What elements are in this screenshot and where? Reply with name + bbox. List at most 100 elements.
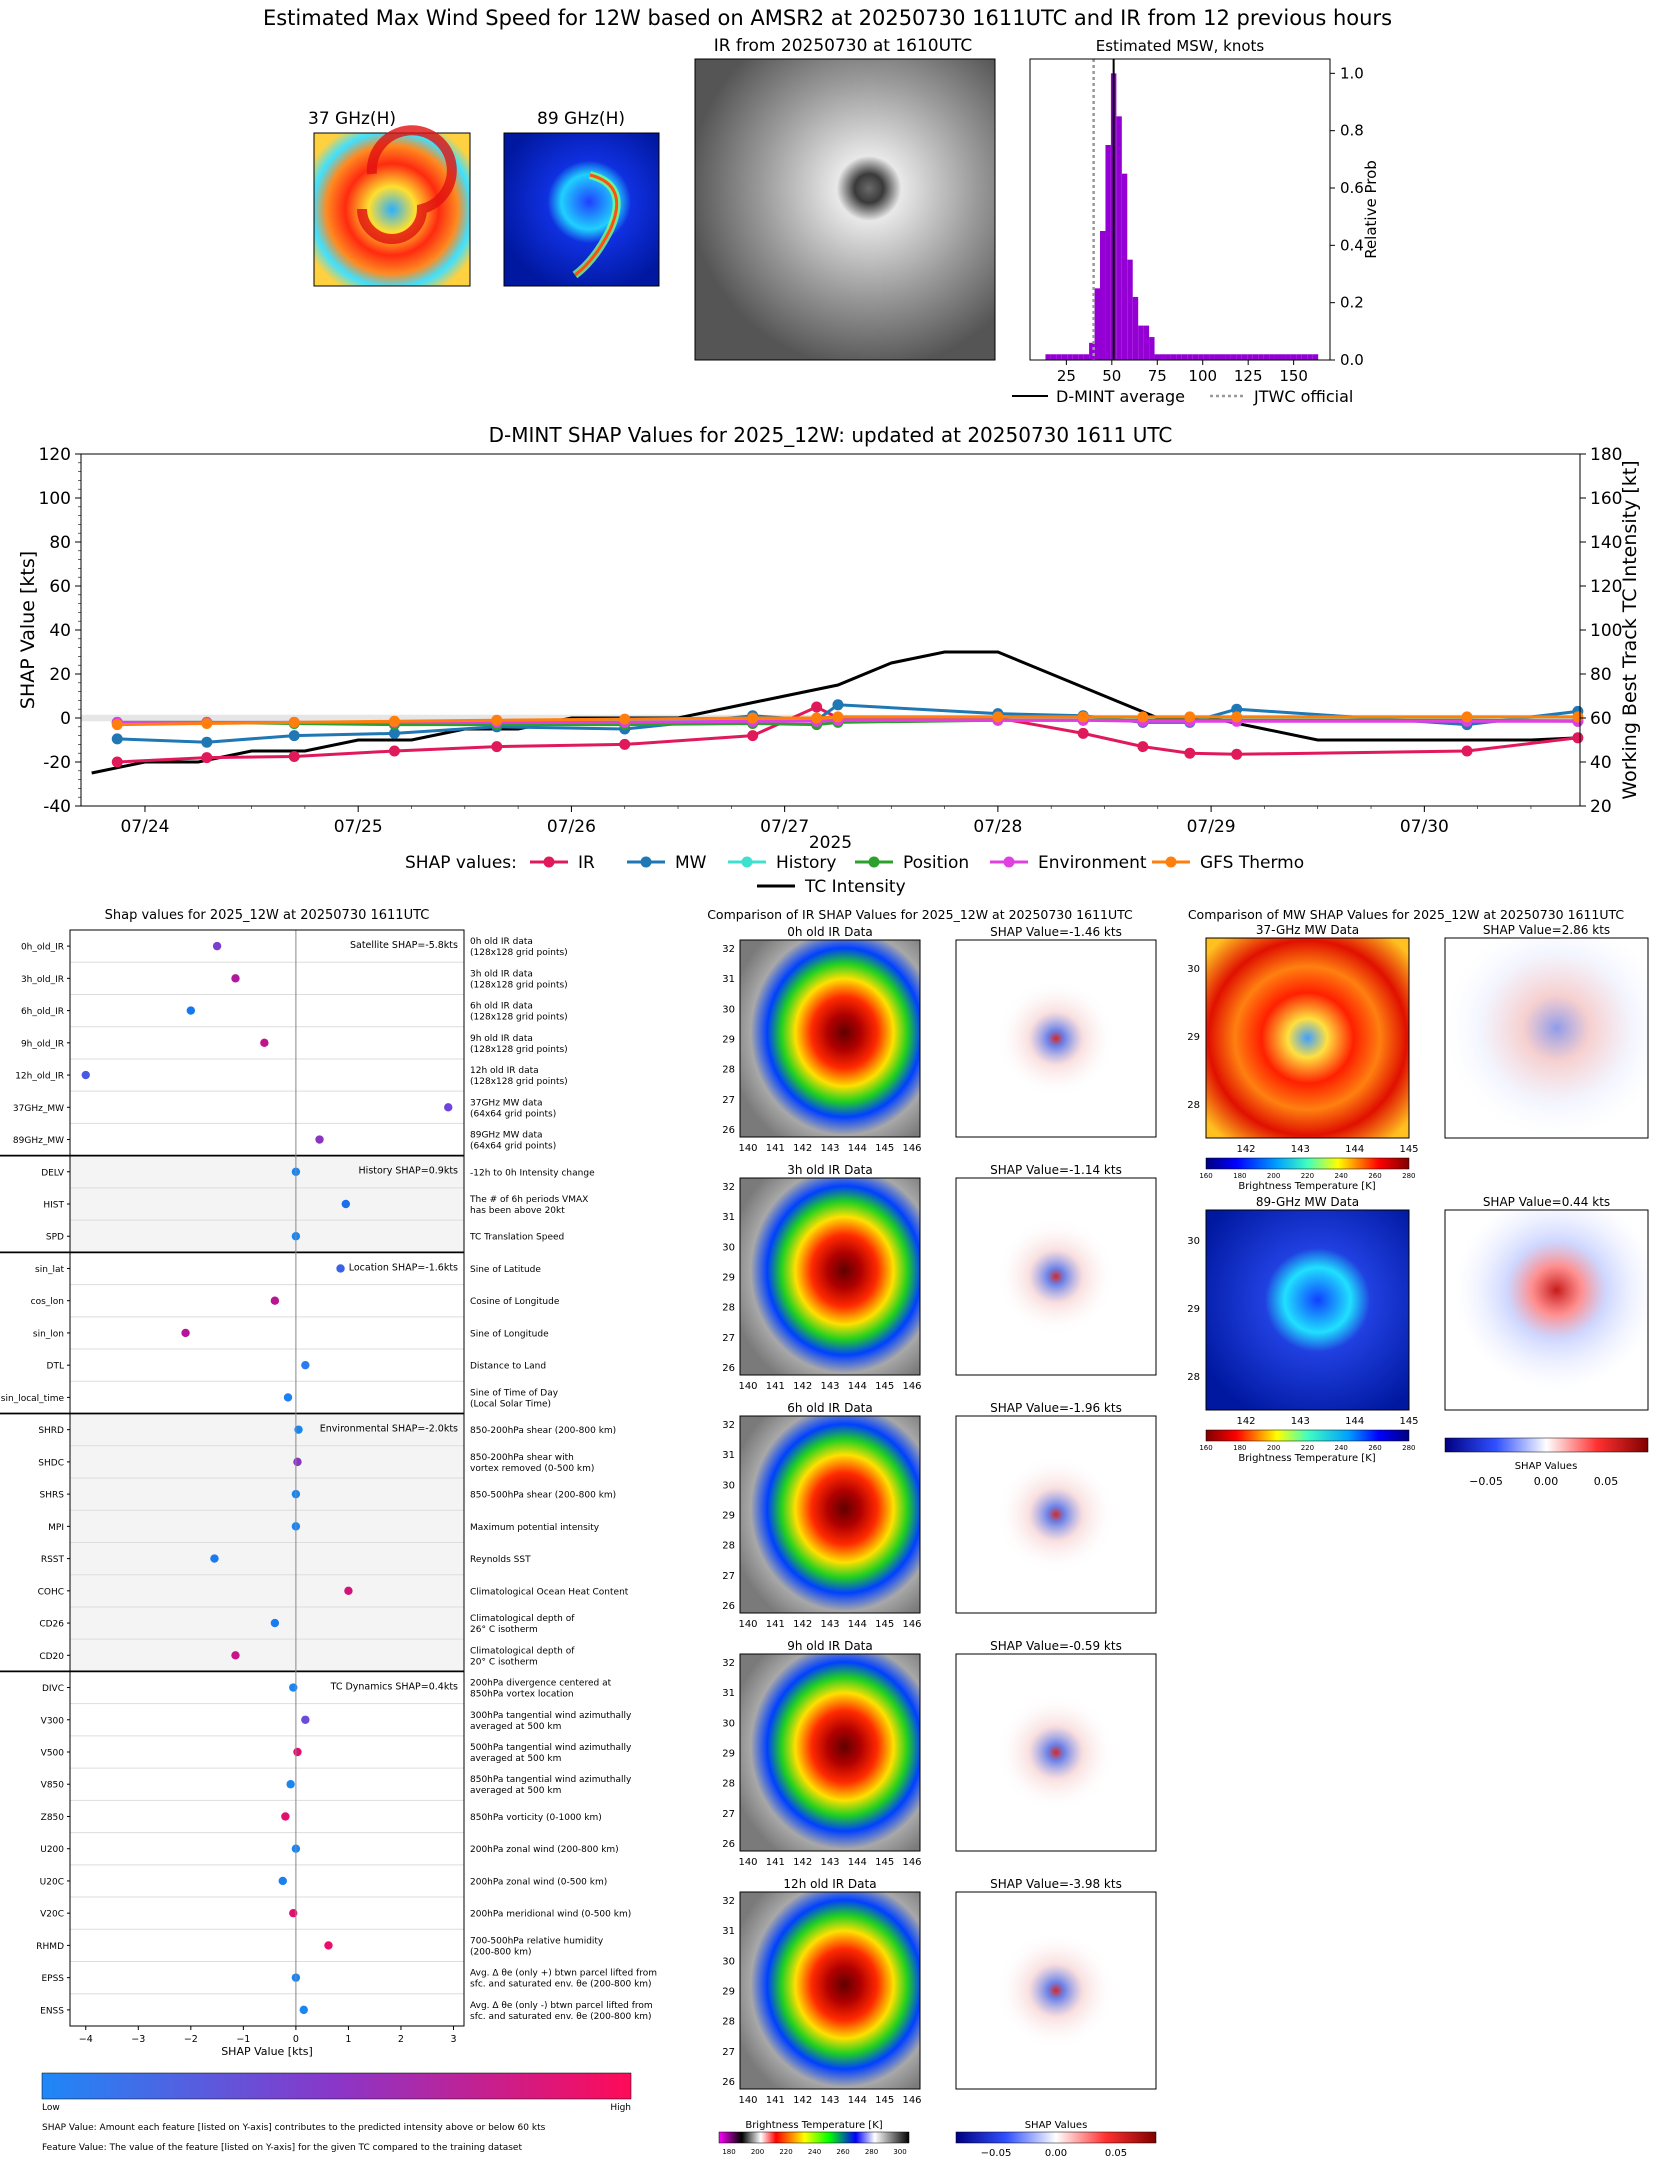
x-tick-label: 144 — [848, 2095, 867, 2106]
y-tick-label: 30 — [722, 1242, 735, 1253]
mw-compare-title: Comparison of MW SHAP Values for 2025_12… — [1188, 907, 1625, 922]
x-tick-label: 143 — [1291, 1416, 1310, 1427]
y-tick-label: 26 — [722, 1125, 735, 1136]
feature-description: Sine of Latitude — [470, 1265, 541, 1275]
y-tick-label: 31 — [722, 1688, 735, 1699]
y-tick-label: 40 — [49, 621, 71, 641]
legend-marker-position — [868, 856, 880, 868]
series-point-gfs — [491, 714, 503, 726]
legend-label-position: Position — [903, 853, 969, 873]
ir-row-title: 3h old IR Data — [787, 1163, 873, 1177]
cbar-bt-tick: 180 — [1233, 1444, 1246, 1452]
feature-description: (128x128 grid points) — [470, 1045, 568, 1055]
x-axis-label: 2025 — [809, 833, 852, 853]
y-tick-label: 27 — [722, 1809, 735, 1820]
y-tick-label: 28 — [1187, 1100, 1200, 1111]
y-tick-label: 29 — [722, 1035, 735, 1046]
feature-name: U200 — [40, 1845, 64, 1855]
feature-description: Reynolds SST — [470, 1555, 531, 1565]
feature-description: Sine of Time of Day — [470, 1388, 559, 1398]
y2-tick-label: 100 — [1590, 621, 1622, 641]
mw37-image — [313, 132, 471, 287]
feature-description: 200hPa meridional wind (0-500 km) — [470, 1910, 631, 1920]
series-point-ir — [288, 751, 300, 762]
feature-name: 89GHz_MW — [13, 1136, 64, 1146]
feature-name: sin_lon — [33, 1329, 64, 1339]
group-label: Satellite SHAP=-5.8kts — [350, 940, 458, 951]
y-tick-label: 30 — [1187, 964, 1200, 975]
feature-name: HIST — [43, 1201, 64, 1211]
tc-intensity-line — [91, 650, 1581, 775]
x-tick-label: 07/26 — [547, 817, 596, 837]
series-point-ir — [201, 752, 213, 764]
feature-point — [81, 1070, 90, 1080]
x-tick-label: 140 — [738, 1619, 757, 1630]
feature-description: Climatological depth of — [470, 1614, 575, 1624]
feature-name: V500 — [41, 1749, 65, 1759]
feature-description: 200hPa divergence centered at — [470, 1679, 612, 1689]
histogram-bar — [1116, 116, 1122, 360]
histogram-bar — [1280, 354, 1286, 360]
feature-point — [301, 1715, 310, 1724]
feature-description: -12h to 0h Intensity change — [470, 1168, 595, 1178]
feature-name: RSST — [41, 1555, 65, 1565]
series-point-ir — [1572, 732, 1584, 744]
feature-description: averaged at 500 km — [470, 1722, 561, 1732]
feature-description: 500hPa tangential wind azimuthally — [470, 1743, 632, 1753]
histogram-bar — [1045, 354, 1051, 360]
feature-name: V300 — [41, 1716, 65, 1726]
legend-marker-mw — [640, 856, 652, 868]
cbar-bt-tick: 160 — [1199, 1444, 1212, 1452]
feature-description: 12h old IR data — [470, 1066, 539, 1076]
y-tick-label: 0.6 — [1340, 179, 1364, 197]
x-tick-label: 3 — [450, 2034, 456, 2045]
x-tick-label: 141 — [766, 2095, 785, 2106]
mw-row-shap-map — [1446, 939, 1647, 1137]
feature-description: (128x128 grid points) — [470, 1013, 568, 1023]
feature-name: RHMD — [36, 1942, 64, 1952]
feature-point — [231, 1651, 240, 1660]
feature-name: U20C — [40, 1877, 64, 1887]
msw-histogram: Estimated MSW, knots 25 50 75 100 125 150 0.0 0.… — [1012, 37, 1380, 406]
series-point-gfs — [811, 712, 823, 724]
shap-timeseries-chart: D-MINT SHAP Values for 2025_12W: updated… — [17, 423, 1641, 897]
ir-row-title: 6h old IR Data — [787, 1401, 873, 1415]
feature-description: The # of 6h periods VMAX — [469, 1195, 588, 1205]
x-tick-label: 142 — [1236, 1144, 1255, 1155]
x-tick-label: 2 — [398, 2034, 404, 2045]
feature-description: Maximum potential intensity — [470, 1523, 600, 1533]
y2-tick-label: 160 — [1590, 489, 1622, 509]
ir-row-shap-map — [957, 941, 1155, 1136]
histogram-bar — [1247, 354, 1253, 360]
y-tick-label: 30 — [722, 1956, 735, 1967]
x-tick-label: 143 — [820, 1857, 839, 1868]
colorbar-high-label: High — [610, 2103, 631, 2113]
ir-row-title: 12h old IR Data — [783, 1877, 876, 1891]
cbar-bt-tick: 280 — [1402, 1172, 1415, 1180]
histogram-bar — [1067, 354, 1073, 360]
histogram-bar — [1176, 354, 1182, 360]
cbar-shap-label: SHAP Values — [1515, 1461, 1578, 1472]
series-point-gfs — [1077, 711, 1089, 723]
feature-point — [293, 1747, 302, 1757]
feature-point — [186, 1006, 196, 1015]
feature-name: sin_lat — [35, 1265, 64, 1275]
series-point-gfs — [288, 716, 300, 728]
histogram-bar — [1312, 354, 1319, 360]
feature-point — [301, 1360, 310, 1370]
cbar-shap — [955, 2131, 1157, 2144]
histogram-bar — [1154, 354, 1160, 360]
cbar-bt-tick: 220 — [1301, 1444, 1314, 1452]
feature-point — [260, 1038, 269, 1048]
series-point-gfs — [1572, 711, 1584, 723]
cbar-bt-tick: 260 — [836, 2148, 849, 2156]
histogram-bar — [1220, 354, 1226, 360]
feature-shap-chart: Shap values for 2025_12W at 20250730 161… — [0, 908, 657, 2153]
series-point-ir — [1077, 727, 1089, 739]
legend-label-history: History — [776, 853, 836, 873]
y-tick-label: 29 — [1187, 1304, 1200, 1315]
ir-row-shap-map — [957, 1893, 1155, 2088]
cbar-bt-tick: 260 — [1368, 1172, 1381, 1180]
feature-name: COHC — [38, 1587, 64, 1597]
ir-row-title: 9h old IR Data — [787, 1639, 873, 1653]
